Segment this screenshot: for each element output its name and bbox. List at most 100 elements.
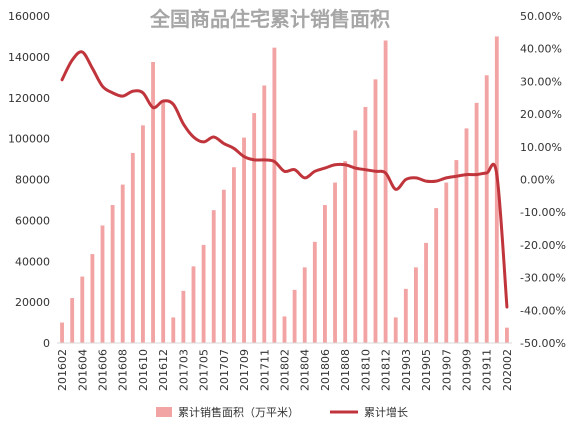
y-left-tick-label: 120000 <box>8 92 50 105</box>
bar-201904 <box>414 267 418 343</box>
bar-201903 <box>403 288 408 343</box>
y-left-tick-label: 40000 <box>15 255 50 268</box>
chart-title: 全国商品住宅累计销售面积 <box>149 7 390 31</box>
y-right-tick-label: 50.00% <box>520 10 562 23</box>
x-tick-label: 201903 <box>400 349 413 391</box>
x-tick-label: 201707 <box>218 349 231 391</box>
x-tick-label: 201911 <box>481 349 494 391</box>
bar-201910 <box>474 102 479 343</box>
x-tick-label: 201905 <box>420 349 433 391</box>
y-right-tick-label: -30.00% <box>520 272 566 285</box>
y-right-tick-label: 20.00% <box>520 108 562 121</box>
x-tick-label: 201705 <box>198 349 211 391</box>
x-tick-label: 201606 <box>97 349 110 391</box>
bar-201712 <box>272 47 277 344</box>
y-left-tick-label: 160000 <box>8 10 50 23</box>
y-right-tick-label: -20.00% <box>520 239 566 252</box>
bar-201710 <box>252 113 257 343</box>
bar-201806 <box>323 205 327 343</box>
bar-202002 <box>505 327 509 343</box>
bar-201909 <box>464 128 469 343</box>
series-line-growth <box>60 50 509 309</box>
legend: 累计销售面积（万平米） 累计增长 <box>156 405 408 419</box>
legend-label-line: 累计增长 <box>364 405 408 419</box>
bar-201708 <box>232 167 236 343</box>
x-tick-label: 201610 <box>137 349 150 391</box>
bar-201906 <box>434 208 439 343</box>
bar-201606 <box>100 225 105 343</box>
left-axis-ticks: 0 20000 40000 60000 80000 100000 120000 140000 1… <box>8 10 50 350</box>
x-tick-label: 201604 <box>76 349 89 391</box>
bar-201705 <box>201 244 206 343</box>
y-right-tick-label: 40.00% <box>520 43 562 56</box>
bar-201602 <box>60 322 64 343</box>
x-tick-label: 201806 <box>319 349 332 391</box>
bar-201908 <box>454 160 459 343</box>
legend-label-bar: 累计销售面积（万平米） <box>178 405 299 419</box>
x-tick-label: 201608 <box>117 349 130 391</box>
y-left-tick-label: 100000 <box>8 133 50 146</box>
line-layer <box>60 50 509 309</box>
x-tick-label: 201612 <box>157 349 170 391</box>
y-left-tick-label: 140000 <box>8 51 50 64</box>
bar-201902 <box>393 317 398 343</box>
bar-201709 <box>242 137 246 343</box>
y-left-tick-label: 80000 <box>15 174 50 187</box>
bar-201911 <box>484 75 489 344</box>
bar-201802 <box>282 316 287 343</box>
bar-201707 <box>221 189 226 343</box>
x-axis-ticks: 201602 201604 201606 201608 201610 201612 2017… <box>56 349 514 391</box>
y-right-tick-label: -40.00% <box>520 304 566 317</box>
x-tick-label: 201907 <box>440 349 453 391</box>
bar-201607 <box>110 205 115 343</box>
y-right-tick-label: -50.00% <box>520 337 566 350</box>
bar-201811 <box>373 79 378 344</box>
x-tick-label: 201703 <box>177 349 190 391</box>
bar-201812 <box>383 40 388 344</box>
bar-201805 <box>312 241 317 343</box>
y-right-tick-label: -10.00% <box>520 206 566 219</box>
bar-201905 <box>424 242 428 343</box>
x-tick-label: 201602 <box>56 349 69 391</box>
x-tick-label: 201909 <box>461 349 474 391</box>
x-tick-label: 201812 <box>380 349 393 391</box>
bar-201608 <box>120 184 125 343</box>
bar-201612 <box>161 101 166 343</box>
bar-201803 <box>292 289 297 343</box>
bar-201907 <box>444 182 449 343</box>
bar-201704 <box>191 266 196 343</box>
bar-201808 <box>343 161 348 343</box>
bar-201603 <box>70 298 75 343</box>
bar-201706 <box>211 210 216 343</box>
legend-swatch-bar <box>156 407 172 417</box>
bar-201810 <box>363 106 368 343</box>
y-left-tick-label: 0 <box>43 337 50 350</box>
bar-201611 <box>151 61 155 343</box>
bar-201609 <box>130 152 135 343</box>
bar-201604 <box>80 276 85 343</box>
bar-201610 <box>141 125 145 343</box>
y-right-tick-label: 0.00% <box>520 174 555 187</box>
x-tick-label: 201709 <box>238 349 251 391</box>
bar-201605 <box>90 254 95 343</box>
x-tick-label: 201804 <box>299 349 312 391</box>
bar-201807 <box>333 182 337 343</box>
x-tick-label: 201810 <box>359 349 372 391</box>
bar-201711 <box>262 85 267 344</box>
x-tick-label: 202002 <box>501 349 514 391</box>
bar-201809 <box>353 130 358 343</box>
x-tick-label: 201802 <box>279 349 292 391</box>
bar-201804 <box>302 267 307 343</box>
y-right-tick-label: 30.00% <box>520 75 562 88</box>
bars-layer <box>60 36 509 344</box>
bar-201703 <box>181 290 186 343</box>
bar-201702 <box>171 317 176 343</box>
y-left-tick-label: 60000 <box>15 214 50 227</box>
x-tick-label: 201711 <box>258 349 271 391</box>
y-left-tick-label: 20000 <box>15 296 50 309</box>
right-axis-ticks: -50.00% -40.00% -30.00% -20.00% -10.00% 0.00%… <box>520 10 566 350</box>
bar-201912 <box>494 36 499 343</box>
x-tick-label: 201808 <box>339 349 352 391</box>
y-right-tick-label: 10.00% <box>520 141 562 154</box>
